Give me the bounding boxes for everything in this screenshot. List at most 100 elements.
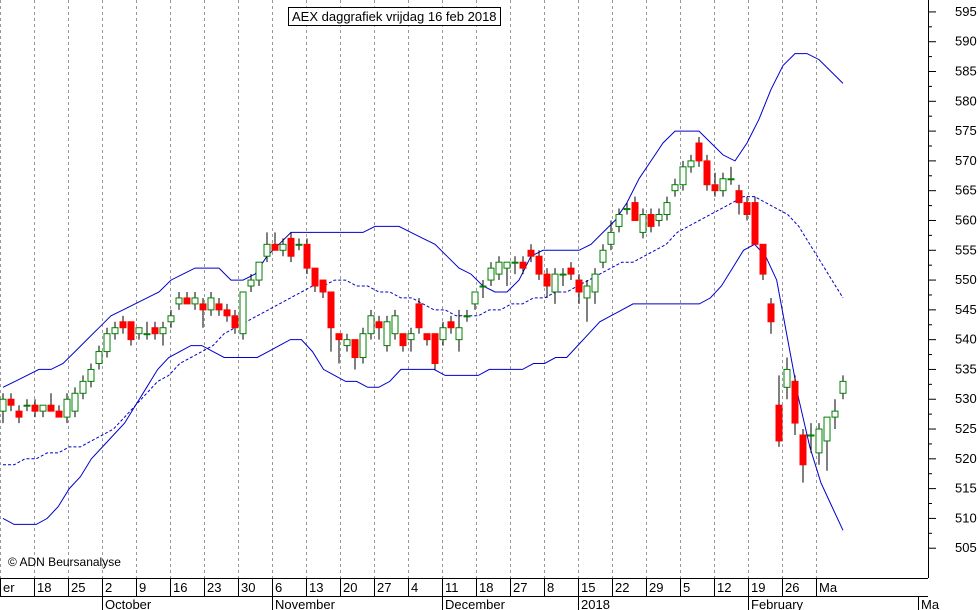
candle-up (143, 321, 151, 340)
candle-down (375, 315, 383, 340)
month-label: 2018 (581, 597, 610, 610)
candle-body (519, 261, 527, 269)
candle-up (639, 208, 647, 239)
x-tick-label: 2 (105, 580, 112, 595)
candle-up (95, 345, 103, 370)
candle-up (599, 244, 607, 269)
candle-body (503, 261, 511, 269)
x-tick-label: 27 (377, 580, 391, 595)
candle-down (31, 399, 39, 418)
candle-body (543, 273, 551, 287)
candle-down (55, 405, 63, 418)
candle-up (191, 291, 199, 310)
candle-down (303, 238, 311, 275)
candle-down (119, 315, 127, 334)
x-tick-label: 27 (513, 580, 527, 595)
candle-body (791, 380, 799, 424)
candle-body (607, 231, 615, 245)
candle-body (135, 327, 143, 335)
candle-body (487, 267, 495, 281)
candle-up (551, 268, 559, 304)
candle-body (655, 214, 663, 221)
candle-body (127, 321, 135, 341)
candle-down (631, 196, 639, 221)
candle-body (815, 428, 823, 454)
y-tick-label: 545 (955, 302, 977, 317)
y-tick-label: 555 (955, 242, 977, 257)
x-axis: er 18 25 2 9 16 23 30 6 13 20 27 4 11 18 27 8 15 22 29 5 12 19… (0, 578, 940, 610)
candle-body (415, 303, 423, 329)
candle-body (679, 166, 687, 186)
candle-body (383, 321, 391, 347)
y-axis: 505 510 515 520 525 530 535 540 545 550 555 560 565 5… (928, 0, 977, 578)
candle-body (47, 404, 55, 412)
candle-up (63, 393, 71, 424)
candle-body (263, 243, 271, 257)
candle-body (279, 243, 287, 251)
candle-down (567, 262, 575, 281)
candle-down (743, 196, 751, 221)
candle-body (343, 339, 351, 347)
candle-down (711, 172, 719, 197)
candle-down (47, 393, 55, 412)
candle-down (791, 375, 799, 435)
candle-up (831, 399, 839, 430)
candle-up (839, 375, 847, 400)
candle-down (751, 196, 759, 245)
candle-body (199, 303, 207, 311)
candle-down (519, 256, 527, 275)
candle-body (23, 404, 31, 407)
candle-body (39, 404, 47, 412)
candle-up (263, 232, 271, 263)
candle-body (87, 368, 95, 382)
candle-up (687, 154, 695, 173)
candle-body (103, 333, 111, 353)
candle-up (175, 291, 183, 310)
candle-up (79, 375, 87, 400)
month-label: December (445, 597, 506, 610)
candle-up (23, 399, 31, 412)
candle-body (287, 237, 295, 257)
candle-down (183, 291, 191, 305)
candle-body (559, 273, 567, 276)
candle-body (631, 202, 639, 221)
candle-up (463, 309, 471, 322)
candle-down (775, 375, 783, 447)
candle-down (271, 232, 279, 251)
candle-body (351, 339, 359, 359)
candle-body (375, 321, 383, 329)
candles (0, 137, 847, 483)
candle-body (599, 249, 607, 263)
candle-up (823, 416, 831, 471)
candle-body (111, 327, 119, 335)
candle-body (295, 243, 303, 246)
candle-up (663, 196, 671, 221)
y-tick-label: 590 (955, 34, 977, 49)
candle-down (327, 291, 335, 352)
candle-up (391, 309, 399, 340)
candle-up (0, 393, 7, 424)
candle-down (215, 297, 223, 316)
candle-up (39, 404, 47, 418)
candle-up (671, 178, 679, 197)
middle-band-line (3, 196, 844, 466)
candle-down (287, 232, 295, 263)
candle-body (719, 178, 727, 192)
candle-body (95, 351, 103, 364)
x-tick-label: 8 (547, 580, 554, 595)
y-tick-label: 595 (955, 4, 977, 19)
candle-body (799, 434, 807, 466)
candle-body (495, 261, 503, 275)
candle-down (431, 333, 439, 370)
candle-body (423, 333, 431, 341)
candle-body (191, 297, 199, 305)
x-tick-label: 18 (479, 580, 493, 595)
candle-down (423, 333, 431, 346)
candle-body (511, 261, 519, 264)
candle-down (415, 297, 423, 334)
x-tick-label: 18 (37, 580, 51, 595)
candle-body (535, 255, 543, 275)
candle-up (783, 357, 791, 400)
candle-down (527, 244, 535, 263)
